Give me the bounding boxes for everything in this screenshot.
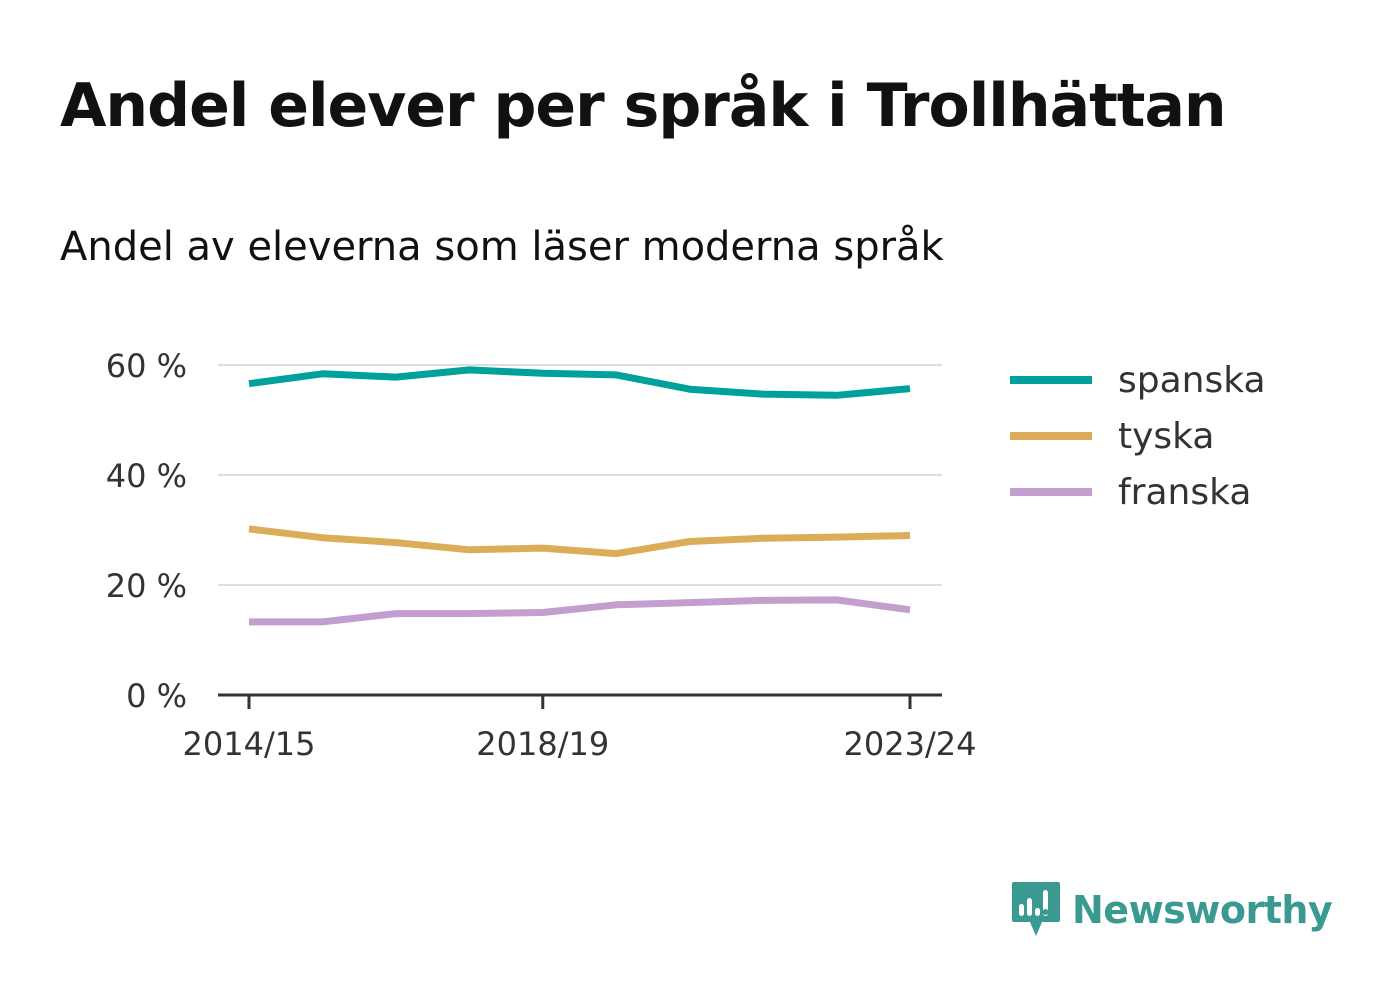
- y-tick-label: 60 %: [106, 347, 187, 385]
- x-tick-label: 2023/24: [844, 725, 977, 763]
- chart-subtitle: Andel av eleverna som läser moderna språ…: [60, 224, 944, 270]
- y-tick-label: 0 %: [126, 677, 187, 715]
- newsworthy-logo-icon: [1012, 882, 1060, 936]
- y-tick-label: 20 %: [106, 567, 187, 605]
- brand-name: Newsworthy: [1072, 888, 1333, 932]
- series-lines: [248, 366, 911, 626]
- legend-label-spanska: spanska: [1118, 360, 1266, 401]
- series-line-spanska: [248, 366, 911, 399]
- y-axis: 0 % 20 % 40 % 60 %: [106, 347, 187, 715]
- legend-label-franska: franska: [1118, 472, 1251, 513]
- legend: spanska tyska franska: [1010, 360, 1266, 513]
- x-tick-label: 2014/15: [183, 725, 316, 763]
- y-tick-label: 40 %: [106, 457, 187, 495]
- newsworthy-logo: Newsworthy: [1010, 880, 1333, 940]
- legend-label-tyska: tyska: [1118, 416, 1214, 457]
- x-tick-label: 2018/19: [476, 725, 609, 763]
- chart-title: Andel elever per språk i Trollhättan: [60, 71, 1227, 141]
- series-line-franska: [249, 596, 911, 626]
- series-line-tyska: [248, 525, 911, 558]
- x-axis: 2014/15 2018/19 2023/24: [183, 693, 977, 763]
- gridlines: [218, 364, 942, 586]
